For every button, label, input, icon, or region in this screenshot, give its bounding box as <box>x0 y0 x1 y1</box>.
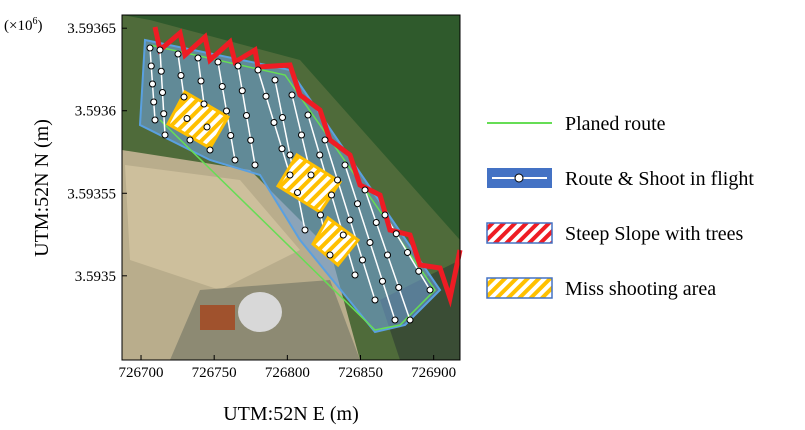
shoot-point <box>287 152 293 158</box>
shoot-point <box>148 63 154 69</box>
shoot-point <box>287 172 293 178</box>
y-tick-label: 3.5935 <box>75 269 116 285</box>
shoot-point <box>263 93 269 99</box>
shoot-point <box>181 94 187 100</box>
shoot-point <box>295 190 301 196</box>
shoot-point <box>279 146 285 152</box>
shoot-point <box>255 67 261 73</box>
shoot-point <box>382 212 388 218</box>
shoot-point <box>224 108 230 114</box>
shoot-point <box>393 231 399 237</box>
shoot-point <box>396 285 402 291</box>
shoot-point <box>147 45 153 51</box>
legend-label: Planed route <box>565 113 666 135</box>
legend-label: Miss shooting area <box>565 278 716 300</box>
shoot-point <box>219 84 225 90</box>
shoot-point <box>380 278 386 284</box>
legend-label: Route & Shoot in flight <box>565 168 754 190</box>
shoot-point <box>372 297 378 303</box>
shoot-point <box>235 63 241 69</box>
shoot-point <box>392 317 398 323</box>
shoot-point <box>308 172 314 178</box>
shoot-point <box>329 192 335 198</box>
shoot-point <box>248 137 254 143</box>
figure: (×106) UTM:52N E (m) UTM:52N N (m) Plane… <box>0 0 805 425</box>
shoot-point <box>215 59 221 65</box>
shoot-point <box>405 250 411 256</box>
y-axis-label: UTM:52N N (m) <box>31 119 53 257</box>
shoot-point <box>152 117 158 123</box>
shoot-point <box>239 88 245 94</box>
shoot-point <box>355 201 361 207</box>
shoot-point <box>367 240 373 246</box>
shoot-point <box>195 55 201 61</box>
shoot-point <box>342 162 348 168</box>
shoot-point <box>232 157 238 163</box>
shoot-point <box>327 252 333 258</box>
x-tick-label: 726850 <box>338 365 383 381</box>
shoot-point <box>280 115 286 121</box>
shoot-point <box>204 124 210 130</box>
y-tick-label: 3.59355 <box>67 186 116 202</box>
shoot-point <box>198 78 204 84</box>
shoot-point <box>352 272 358 278</box>
legend-swatch <box>487 278 552 298</box>
shoot-point <box>385 252 391 258</box>
x-tick-label: 726800 <box>265 365 310 381</box>
shoot-point <box>151 99 157 105</box>
shoot-point <box>373 220 379 226</box>
legend: Planed route Route & Shoot in flight Steep… <box>487 113 754 300</box>
shoot-point <box>305 112 311 118</box>
shoot-point <box>317 152 323 158</box>
shoot-point <box>150 81 156 87</box>
shoot-point <box>340 232 346 238</box>
x-tick-label: 726700 <box>119 365 164 381</box>
shoot-point <box>289 92 295 98</box>
shoot-point <box>244 113 250 119</box>
shoot-point <box>299 132 305 138</box>
shoot-point <box>178 73 184 79</box>
shoot-point <box>201 101 207 107</box>
x-tick-label: 726750 <box>192 365 237 381</box>
shoot-point <box>272 77 278 83</box>
x-tick-label: 726900 <box>411 365 456 381</box>
shoot-point <box>347 217 353 223</box>
shoot-point <box>184 116 190 122</box>
shoot-point <box>187 137 193 143</box>
shoot-point <box>407 317 413 323</box>
shoot-point <box>322 137 328 143</box>
shoot-point <box>228 133 234 139</box>
legend-swatch-dot <box>515 174 523 182</box>
legend-label: Steep Slope with trees <box>565 223 744 245</box>
y-tick-label: 3.59365 <box>67 21 116 37</box>
shoot-point <box>207 147 213 153</box>
shoot-point <box>302 227 308 233</box>
shoot-point <box>157 47 163 53</box>
shoot-point <box>271 120 277 126</box>
shoot-point <box>162 132 168 138</box>
shoot-point <box>362 187 368 193</box>
shoot-point <box>335 177 341 183</box>
y-offset-text: (×106) <box>4 16 42 34</box>
shoot-point <box>318 212 324 218</box>
shoot-point <box>416 268 422 274</box>
shoot-point <box>252 162 258 168</box>
shoot-point <box>427 287 433 293</box>
shoot-point <box>161 111 167 117</box>
shoot-point <box>360 257 366 263</box>
x-axis-label: UTM:52N E (m) <box>223 403 359 425</box>
shoot-point <box>160 90 166 96</box>
legend-swatch <box>487 223 552 243</box>
shoot-point <box>158 68 164 74</box>
shoot-point <box>175 51 181 57</box>
y-tick-label: 3.5936 <box>75 104 117 120</box>
